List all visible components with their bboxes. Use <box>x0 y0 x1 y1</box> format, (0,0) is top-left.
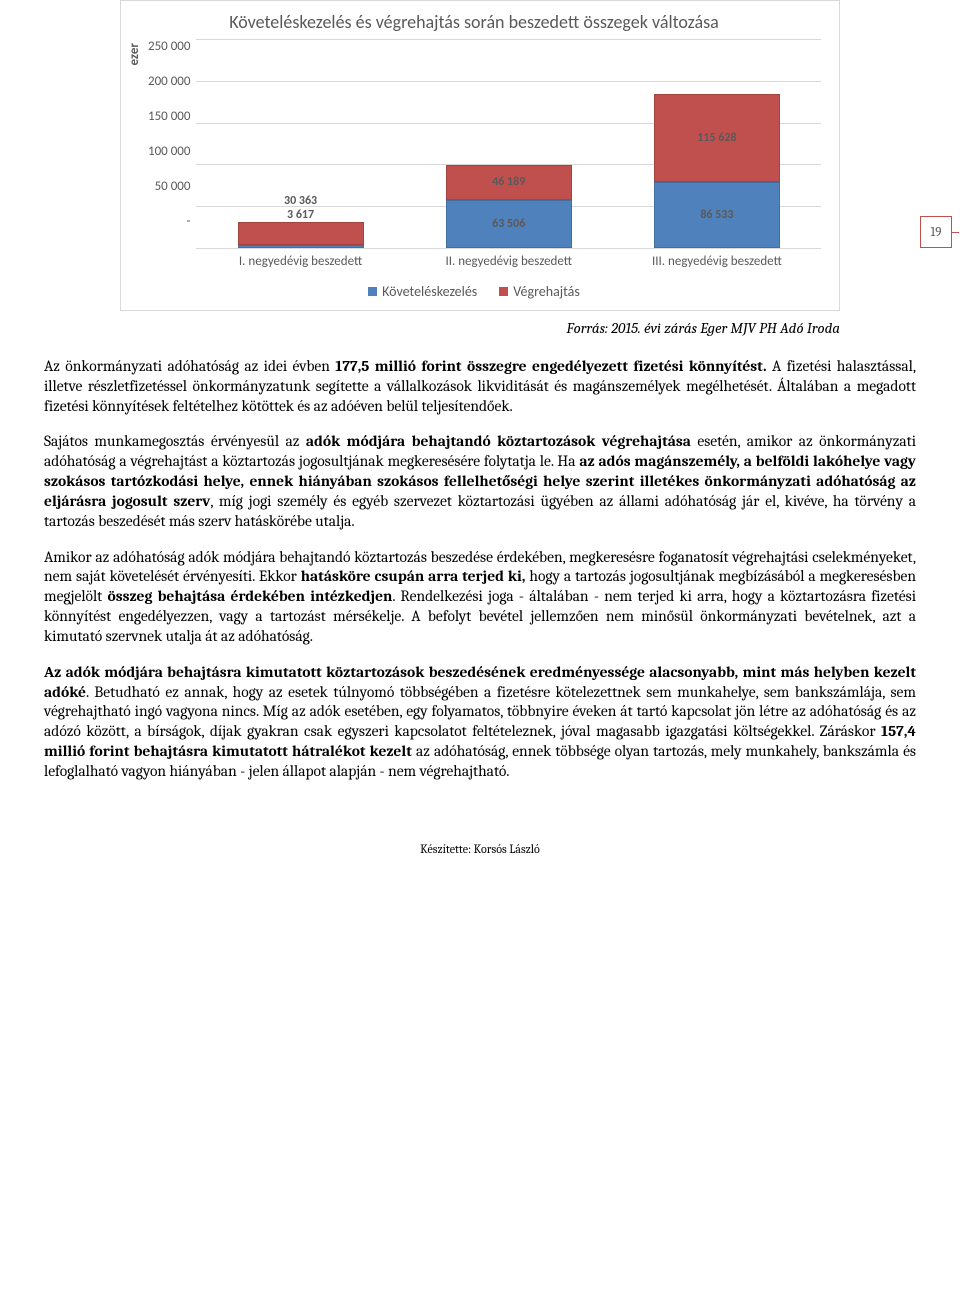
body-text: Az önkormányzati adóhatóság az idei évbe… <box>0 357 960 782</box>
y-tick: - <box>187 214 191 229</box>
x-label: I. negyedévig beszedett <box>198 254 404 269</box>
bar-q1: 30 363 3 617 <box>213 39 388 248</box>
x-label: III. negyedévig beszedett <box>614 254 820 269</box>
bars-container: 30 363 3 617 46 189 <box>196 39 821 248</box>
y-axis-ticks: 250 000 200 000 150 000 100 000 50 000 - <box>142 39 196 229</box>
chart-legend: Követeléskezelés Végrehajtás <box>127 283 821 300</box>
x-axis-labels: I. negyedévig beszedett II. negyedévig b… <box>196 249 821 269</box>
y-tick: 150 000 <box>148 109 190 124</box>
legend-swatch <box>499 287 508 296</box>
y-tick: 50 000 <box>155 179 191 194</box>
y-tick: 100 000 <box>148 144 190 159</box>
legend-label: Végrehajtás <box>513 283 580 300</box>
y-tick: 250 000 <box>148 39 190 54</box>
y-tick: 200 000 <box>148 74 190 89</box>
legend-item-vegrehajtas: Végrehajtás <box>499 283 580 300</box>
chart-source: Forrás: 2015. évi zárás Eger MJV PH Adó … <box>120 319 840 337</box>
stacked-bar-chart: Követeléskezelés és végrehajtás során be… <box>120 0 840 311</box>
bar-q3: 115 628 86 533 <box>629 39 804 248</box>
data-label: 63 506 <box>492 217 525 231</box>
bar-segment-vegrehajtas: 115 628 <box>654 94 780 182</box>
chart-plot-area: 30 363 3 617 46 189 <box>196 39 821 249</box>
legend-label: Követeléskezelés <box>382 283 477 300</box>
bar-segment-koveteleskezeles <box>238 245 364 248</box>
bar-q2: 46 189 63 506 <box>421 39 596 248</box>
data-label: 3 617 <box>287 209 314 222</box>
x-label: II. negyedévig beszedett <box>406 254 612 269</box>
page-number-badge: 19 <box>920 216 952 248</box>
legend-swatch <box>368 287 377 296</box>
bar-segment-koveteleskezeles: 86 533 <box>654 182 780 248</box>
legend-item-koveteleskezeles: Követeléskezelés <box>368 283 477 300</box>
data-label: 86 533 <box>700 208 733 222</box>
paragraph-1: Az önkormányzati adóhatóság az idei évbe… <box>44 357 916 416</box>
data-label: 30 363 <box>284 195 317 208</box>
bar-segment-vegrehajtas <box>238 222 364 245</box>
page-footer: Készítette: Korsós László <box>0 842 960 862</box>
chart-title: Követeléskezelés és végrehajtás során be… <box>127 11 821 33</box>
data-label: 115 628 <box>697 131 736 145</box>
paragraph-3: Amikor az adóhatóság adók módjára behajt… <box>44 548 916 647</box>
bar-segment-vegrehajtas: 46 189 <box>446 165 572 200</box>
paragraph-4: Az adók módjára behajtásra kimutatott kö… <box>44 663 916 782</box>
bar-segment-koveteleskezeles: 63 506 <box>446 200 572 248</box>
data-label: 46 189 <box>492 175 525 189</box>
y-axis-label: ezer <box>127 39 142 70</box>
page-number: 19 <box>931 225 942 240</box>
paragraph-2: Sajátos munkamegosztás érvényesül az adó… <box>44 432 916 531</box>
